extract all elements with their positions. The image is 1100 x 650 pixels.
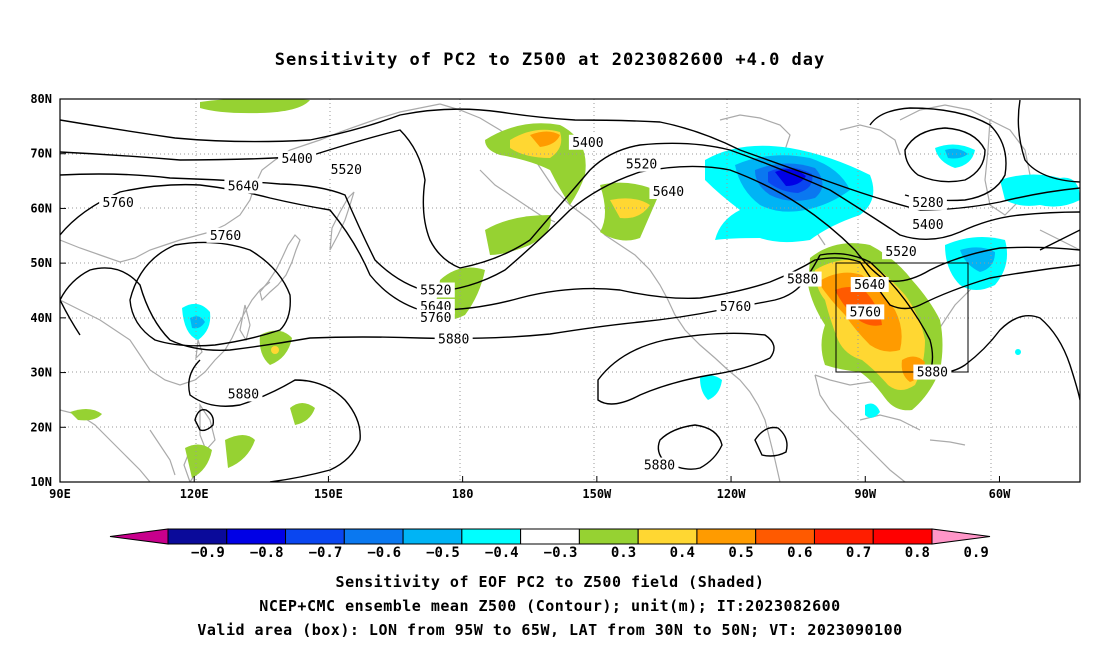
lat-tick-label: 40N — [30, 311, 52, 325]
lat-tick-label: 70N — [30, 147, 52, 161]
colorbar-label: 0.8 — [905, 545, 930, 561]
colorbar-swatch — [520, 528, 580, 545]
contour-label-bg — [640, 457, 679, 473]
contour-label: 5640 — [653, 185, 684, 200]
contour-label: 5760 — [720, 300, 751, 315]
contour-label: 5640 — [854, 278, 885, 293]
lat-axis: 80N 70N 60N 50N 40N 30N 20N 10N — [30, 92, 66, 489]
contour-label: 5760 — [103, 196, 134, 211]
contour-label-bg — [416, 282, 455, 298]
contour-label-bg — [649, 184, 688, 200]
contour-label: 5760 — [210, 229, 241, 244]
colorbar-min-arrow — [109, 528, 169, 545]
contour-label: 5520 — [420, 284, 451, 299]
colorbar-label: 0.7 — [846, 545, 871, 561]
footer-line-3: Valid area (box): LON from 95W to 65W, L… — [197, 621, 903, 639]
contour-label-bg — [850, 277, 889, 293]
lat-tick-label: 30N — [30, 366, 52, 380]
contour-label: 5400 — [281, 152, 312, 167]
map-title: Sensitivity of PC2 to Z500 at 2023082600… — [274, 50, 826, 70]
contour-label-bg — [716, 298, 755, 314]
colorbar-swatch — [578, 528, 639, 545]
contour-label-bg — [846, 304, 885, 320]
colorbar: −0.9 −0.8 −0.7 −0.6 −0.5 −0.4 −0.3 0.3 0.4 0.5 0.6… — [109, 528, 991, 561]
contour-label-bg — [224, 386, 263, 402]
contour-labels: 5400 5520 5640 5760 5760 5880 5520 5640 5760 5880… — [99, 134, 952, 474]
lat-tick-label: 80N — [30, 92, 52, 106]
lon-tick-label: 120E — [180, 487, 209, 501]
lon-tick-label: 120W — [717, 487, 747, 501]
contour-label-bg — [568, 134, 607, 150]
contour-label: 5400 — [572, 136, 603, 151]
contour-label-bg — [622, 156, 661, 172]
colorbar-label: −0.8 — [250, 545, 284, 561]
contour-label: 5640 — [228, 180, 259, 195]
colorbar-label: 0.9 — [963, 545, 988, 561]
contour-label: 5520 — [331, 163, 362, 178]
valid-area-box — [835, 262, 969, 373]
lat-tick-label: 60N — [30, 201, 52, 215]
lon-tick-label: 60W — [989, 487, 1011, 501]
footer-line-2: NCEP+CMC ensemble mean Z500 (Contour); u… — [259, 597, 841, 615]
colorbar-label: −0.6 — [367, 545, 401, 561]
contour-label-bg — [908, 194, 947, 210]
colorbar-max-arrow — [931, 528, 991, 545]
colorbar-swatch — [461, 528, 522, 545]
colorbar-swatch — [696, 528, 757, 545]
colorbar-swatch — [813, 528, 874, 545]
colorbar-label: −0.9 — [191, 545, 225, 561]
contour-label-bg — [416, 309, 455, 325]
contour-label: 5520 — [885, 245, 916, 260]
colorbar-swatch — [637, 528, 698, 545]
contour-label-bg — [913, 364, 952, 380]
contour-label: 5880 — [787, 273, 818, 288]
footer-line-1: Sensitivity of EOF PC2 to Z500 field (Sh… — [335, 573, 765, 591]
lon-tick-label: 90E — [49, 487, 71, 501]
contour-label-bg — [434, 331, 473, 347]
contour-label: 5880 — [228, 387, 259, 402]
contour-label: 5880 — [917, 366, 948, 381]
contour-label: 5520 — [626, 158, 657, 173]
contour-label: 5880 — [644, 459, 675, 474]
contour-label: 5880 — [438, 333, 469, 348]
colorbar-label: −0.7 — [309, 545, 343, 561]
colorbar-swatch — [872, 528, 933, 545]
contour-label-bg — [278, 151, 317, 167]
lon-axis: 90E 120E 150E 180 150W 120W 90W 60W — [49, 476, 1011, 501]
lon-tick-label: 90W — [854, 487, 876, 501]
lat-tick-label: 20N — [30, 420, 52, 434]
colorbar-label: −0.5 — [426, 545, 460, 561]
contour-label-bg — [908, 216, 947, 232]
sensitivity-shading — [70, 99, 1080, 478]
contour-label: 5280 — [912, 196, 943, 211]
colorbar-swatch — [226, 528, 287, 545]
contour-label-bg — [327, 162, 366, 178]
contour-label: 5760 — [420, 311, 451, 326]
lat-tick-label: 10N — [30, 475, 52, 489]
lon-tick-label: 180 — [452, 487, 474, 501]
colorbar-label: −0.4 — [485, 545, 519, 561]
contour-label: 5760 — [850, 305, 881, 320]
colorbar-swatch — [343, 528, 404, 545]
colorbar-swatch — [285, 528, 345, 545]
contour-label-bg — [224, 178, 263, 194]
colorbar-swatch — [755, 528, 815, 545]
colorbar-label: −0.3 — [544, 545, 578, 561]
contour-label: 5400 — [912, 218, 943, 233]
colorbar-label: 0.3 — [611, 545, 636, 561]
colorbar-label: 0.6 — [787, 545, 812, 561]
contour-label-bg — [783, 271, 822, 287]
colorbar-label: 0.5 — [728, 545, 753, 561]
lat-tick-label: 50N — [30, 256, 52, 270]
colorbar-label: 0.4 — [670, 545, 695, 561]
lon-tick-label: 150W — [582, 487, 612, 501]
contour-label-bg — [99, 194, 138, 210]
lon-tick-label: 150E — [314, 487, 343, 501]
colorbar-swatch — [402, 528, 463, 545]
colorbar-swatch — [167, 528, 228, 545]
contour-label-bg — [882, 244, 921, 260]
contour-label-bg — [206, 227, 245, 243]
map-frame — [59, 98, 1081, 483]
